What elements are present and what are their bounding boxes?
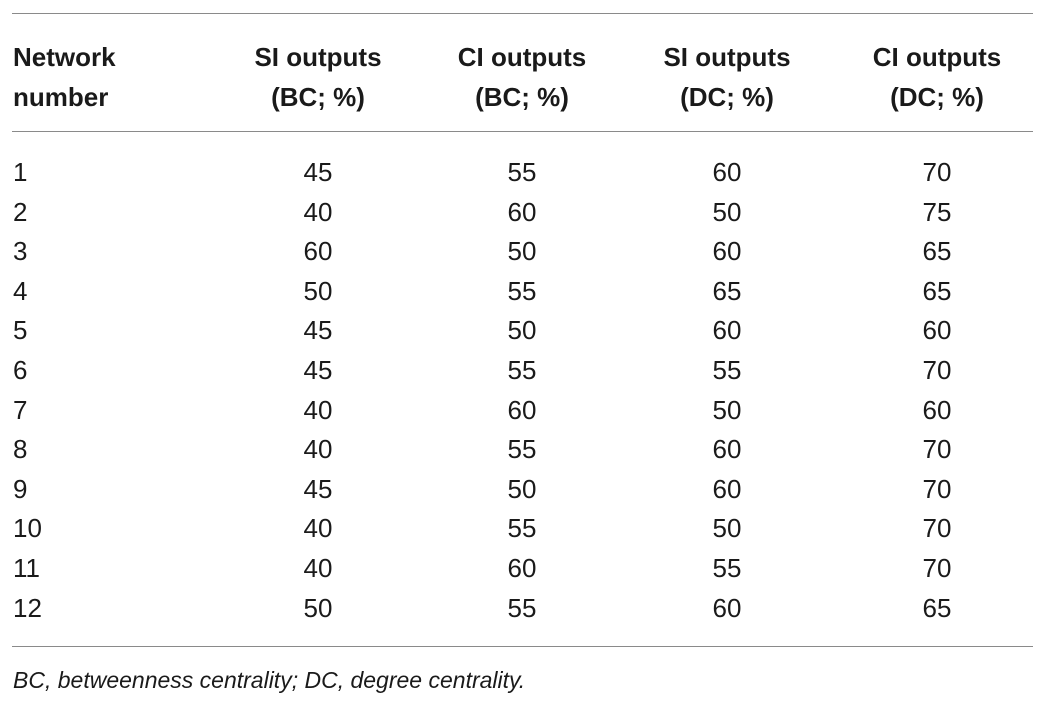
header-line: CI outputs	[872, 42, 1002, 72]
table-row: 2 40 60 50 75	[0, 193, 1043, 233]
cell-ci-bc: 60	[507, 196, 537, 227]
table-row: 7 40 60 50 60	[0, 391, 1043, 431]
cell-si-dc: 60	[712, 236, 742, 267]
table-row: 1 45 55 60 70	[0, 153, 1043, 193]
cell-si-bc: 45	[303, 354, 333, 385]
cell-network-number: 5	[13, 315, 28, 346]
cell-si-dc: 60	[712, 157, 742, 187]
header-line: Network	[13, 42, 116, 72]
table-row: 11 40 60 55 70	[0, 549, 1043, 589]
cell-network-number: 8	[13, 434, 28, 465]
cell-si-dc: 65	[712, 275, 742, 306]
header-si-outputs-bc: SI outputs (BC; %)	[254, 37, 381, 117]
cell-si-dc: 60	[712, 315, 742, 346]
cell-si-bc: 50	[303, 275, 333, 306]
cell-si-bc: 40	[303, 434, 333, 465]
header-ci-outputs-dc: CI outputs (DC; %)	[873, 37, 1002, 117]
table-footnote: BC, betweenness centrality; DC, degree c…	[13, 667, 526, 693]
header-line: (DC; %)	[890, 82, 984, 112]
header-line: CI outputs	[457, 42, 587, 72]
cell-network-number: 11	[13, 552, 40, 583]
cell-ci-dc: 70	[922, 552, 952, 583]
cell-ci-bc: 50	[507, 236, 537, 267]
cell-network-number: 9	[13, 473, 28, 504]
cell-ci-dc: 70	[922, 157, 952, 187]
header-line: number	[13, 82, 109, 112]
cell-si-bc: 40	[303, 394, 333, 425]
cell-si-bc: 45	[303, 157, 333, 187]
cell-si-dc: 60	[712, 473, 742, 504]
table-row: 12 50 55 60 65	[0, 589, 1043, 629]
cell-network-number: 3	[13, 236, 28, 267]
cell-si-bc: 45	[303, 315, 333, 346]
cell-network-number: 4	[13, 275, 28, 306]
cell-network-number: 10	[13, 513, 42, 544]
cell-ci-bc: 60	[507, 552, 537, 583]
cell-ci-bc: 60	[507, 394, 537, 425]
table-row: 8 40 55 60 70	[0, 430, 1043, 470]
table-body: 1 45 55 60 70 2 40 60 50 75 3 60 50 60 65 4 50 55 65 65 5 45 5…	[0, 153, 1043, 628]
cell-si-bc: 50	[303, 592, 333, 623]
header-line: SI outputs	[663, 42, 791, 72]
header-line: (DC; %)	[680, 82, 774, 112]
cell-si-bc: 60	[303, 236, 333, 267]
table-row: 6 45 55 55 70	[0, 351, 1043, 391]
cell-network-number: 12	[13, 592, 42, 623]
header-line: (BC; %)	[475, 82, 569, 112]
cell-ci-dc: 60	[922, 394, 952, 425]
cell-si-dc: 60	[712, 434, 742, 465]
cell-si-bc: 40	[303, 513, 333, 544]
table-row: 9 45 50 60 70	[0, 470, 1043, 510]
table-row: 4 50 55 65 65	[0, 272, 1043, 312]
header-line: SI outputs	[254, 42, 382, 72]
header-line: (BC; %)	[271, 82, 365, 112]
cell-ci-bc: 55	[507, 354, 537, 385]
table-top-rule	[12, 13, 1033, 14]
table-row: 3 60 50 60 65	[0, 232, 1043, 272]
cell-network-number: 6	[13, 354, 28, 385]
cell-ci-bc: 55	[507, 157, 537, 187]
table-bottom-rule	[12, 646, 1033, 647]
cell-ci-bc: 55	[507, 434, 537, 465]
cell-si-bc: 45	[303, 473, 333, 504]
cell-ci-bc: 50	[507, 473, 537, 504]
cell-ci-bc: 55	[507, 592, 537, 623]
cell-network-number: 7	[13, 394, 28, 425]
cell-si-dc: 50	[712, 513, 742, 544]
cell-si-dc: 55	[712, 552, 742, 583]
cell-network-number: 2	[13, 196, 28, 227]
cell-si-dc: 50	[712, 394, 742, 425]
cell-si-dc: 60	[712, 592, 742, 623]
cell-si-dc: 50	[712, 196, 742, 227]
cell-ci-dc: 65	[922, 236, 952, 267]
cell-network-number: 1	[13, 157, 28, 187]
cell-si-dc: 55	[712, 354, 742, 385]
cell-si-bc: 40	[303, 552, 333, 583]
cell-ci-dc: 70	[922, 354, 952, 385]
cell-ci-dc: 70	[922, 513, 952, 544]
cell-ci-dc: 75	[922, 196, 952, 227]
cell-si-bc: 40	[303, 196, 333, 227]
table-header-rule	[12, 131, 1033, 132]
cell-ci-bc: 55	[507, 275, 537, 306]
cell-ci-dc: 65	[922, 592, 952, 623]
cell-ci-dc: 65	[922, 275, 952, 306]
header-network-number: Network number	[13, 37, 116, 117]
table-row: 10 40 55 50 70	[0, 509, 1043, 549]
cell-ci-bc: 55	[507, 513, 537, 544]
cell-ci-bc: 50	[507, 315, 537, 346]
cell-ci-dc: 70	[922, 434, 952, 465]
header-si-outputs-dc: SI outputs (DC; %)	[663, 37, 790, 117]
cell-ci-dc: 70	[922, 473, 952, 504]
cell-ci-dc: 60	[922, 315, 952, 346]
header-ci-outputs-bc: CI outputs (BC; %)	[458, 37, 587, 117]
table-row: 5 45 50 60 60	[0, 311, 1043, 351]
